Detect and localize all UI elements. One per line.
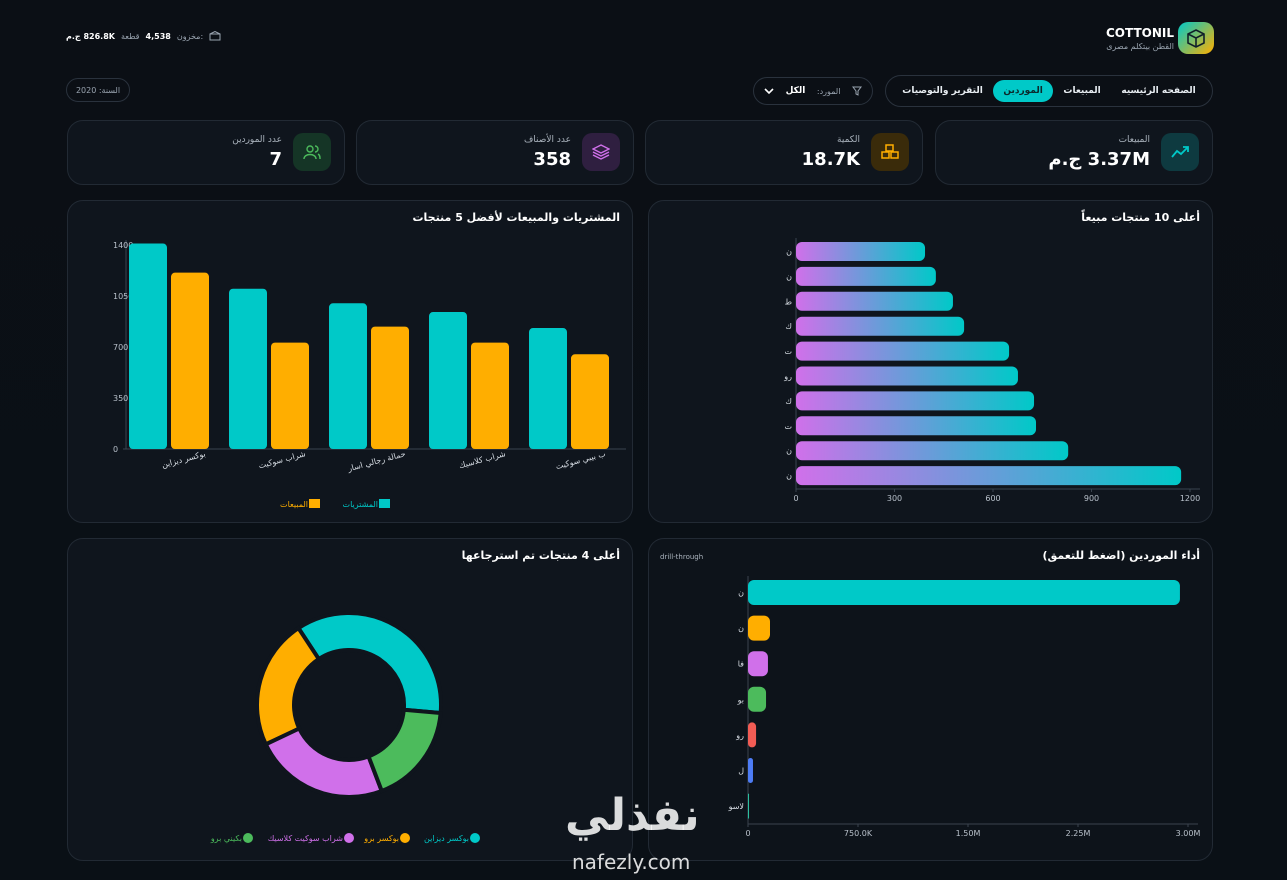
- kpi-value: 18.7K: [801, 149, 860, 170]
- icon-shape: [764, 88, 774, 95]
- kpi-card: عدد الأصناف 358: [356, 120, 634, 185]
- kpi-value: 7: [269, 149, 282, 170]
- icon-shape: [209, 33, 221, 41]
- kpi-card: عدد الموردين 7: [67, 120, 345, 185]
- brand-logo: [1178, 22, 1214, 54]
- kpi-label: عدد الأصناف: [523, 135, 571, 145]
- icon-shape: [303, 145, 321, 160]
- brand-name: COTTONIL: [1105, 26, 1174, 40]
- kpi-label: الكمية: [837, 135, 860, 145]
- inventory-quantity: 4,538: [145, 31, 171, 41]
- logo-shape: [1187, 29, 1205, 48]
- inventory-unit: قطعة: [120, 31, 140, 41]
- kpi-icon: [582, 133, 620, 171]
- kpi-icon: [293, 133, 331, 171]
- inventory-icon: [209, 31, 221, 41]
- watermark-logo: نفذلي: [565, 790, 700, 841]
- nav-tab[interactable]: الصفحه الرئيسيه: [1121, 86, 1196, 96]
- panel: [67, 200, 633, 523]
- kpi-label: عدد الموردين: [232, 135, 282, 145]
- icon-shape: [1171, 146, 1189, 158]
- icon: [881, 144, 899, 159]
- icon: [1171, 146, 1189, 158]
- panel: [648, 538, 1213, 861]
- kpi-value: 358: [533, 149, 571, 170]
- panel: [648, 200, 1213, 523]
- brand-tagline: القطن بيتكلم مصرى: [1106, 42, 1174, 51]
- supplier-filter[interactable]: المورد: الكل: [753, 77, 873, 105]
- icon-shape: [209, 31, 221, 35]
- year-selector[interactable]: السنة: 2020: [66, 78, 130, 102]
- inventory: مخزون: 4,538 قطعة 826.8K ج.م: [66, 31, 221, 41]
- kpi-card: الكمية 18.7K: [645, 120, 923, 185]
- nav-tab[interactable]: التقرير والتوصيات: [902, 86, 983, 96]
- logo-icon: [1187, 29, 1205, 48]
- filter-label: المورد:: [816, 86, 841, 96]
- kpi-card: المبيعات 3.37M ج.م: [935, 120, 1213, 185]
- panel: [67, 538, 633, 861]
- year-label: السنة: 2020: [75, 85, 121, 95]
- icon-shape: [852, 86, 862, 96]
- icon-shape: [592, 144, 610, 160]
- icon: [303, 145, 321, 160]
- icon: [592, 144, 610, 160]
- kpi-icon: [871, 133, 909, 171]
- nav-tab[interactable]: الموردين: [993, 80, 1053, 102]
- inventory-value: 826.8K ج.م: [66, 31, 115, 41]
- kpi-value: 3.37M ج.م: [1048, 149, 1150, 170]
- filter-icon: [852, 86, 862, 96]
- nav-tab[interactable]: المبيعات: [1063, 86, 1101, 96]
- filter-value: الكل: [785, 86, 806, 96]
- kpi-label: المبيعات: [1118, 135, 1150, 145]
- icon-shape: [881, 144, 899, 159]
- inventory-label: مخزون:: [176, 31, 204, 41]
- nav-tabs: الصفحه الرئيسيه المبيعات الموردين التقرير و…: [885, 75, 1213, 107]
- watermark-site: nafezly.com: [572, 850, 691, 874]
- chevron: [764, 88, 774, 95]
- kpi-icon: [1161, 133, 1199, 171]
